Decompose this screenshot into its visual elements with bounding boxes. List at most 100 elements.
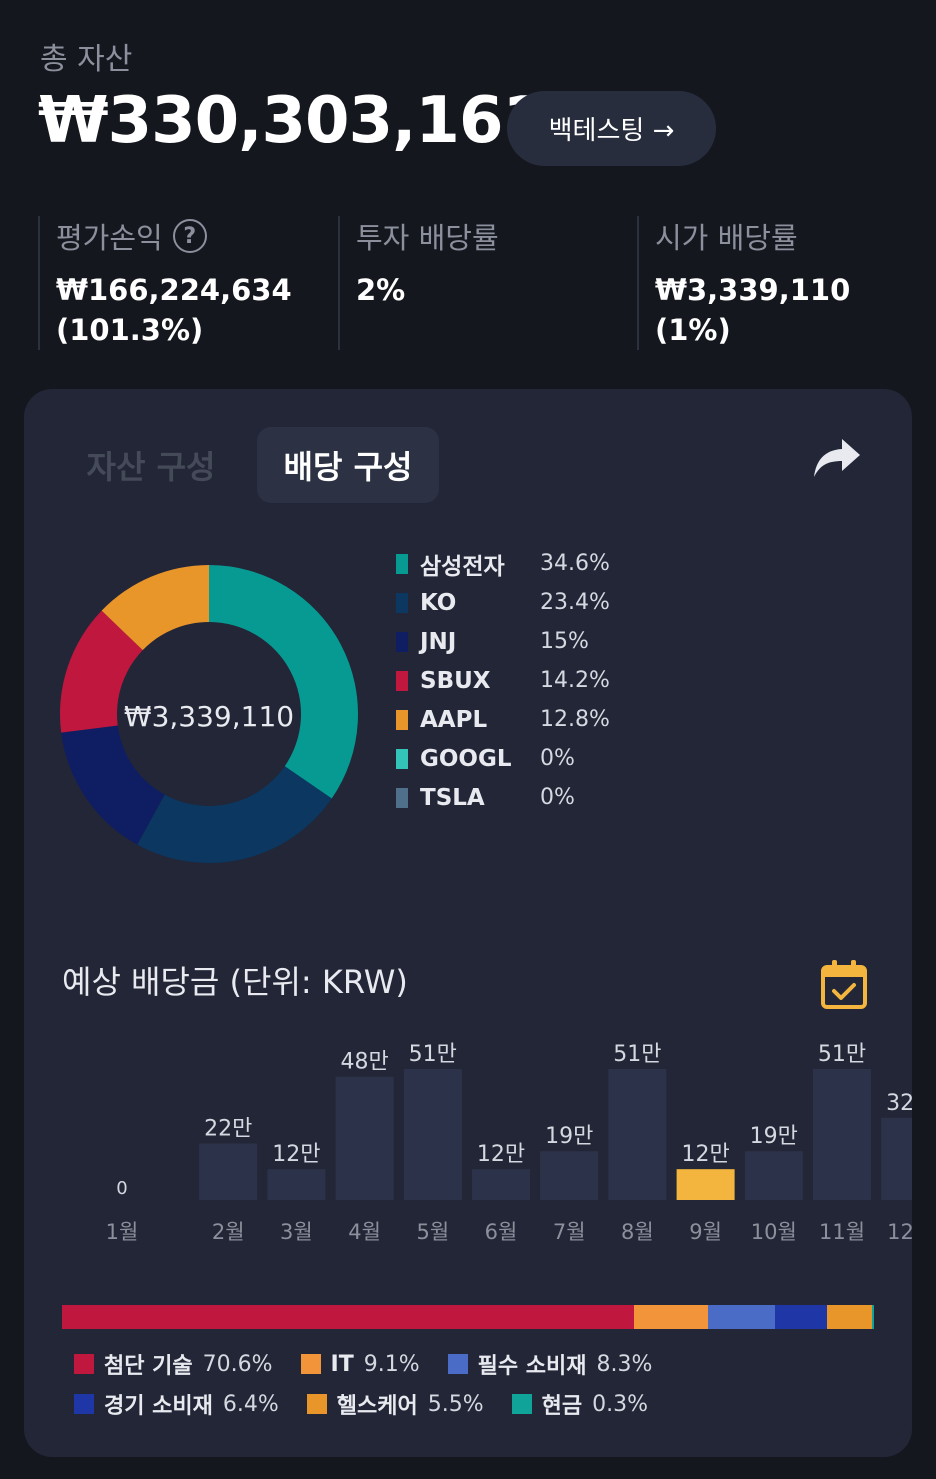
donut-center-label: ₩3,339,110 xyxy=(124,700,294,733)
donut-slice xyxy=(209,565,359,799)
sector-legend-item: 필수 소비재 8.3% xyxy=(447,1348,653,1380)
stat-market-yield-label: 시가 배당률 xyxy=(655,221,798,255)
bar-data-label: 12만 xyxy=(272,1142,320,1167)
holdings-legend: 삼성전자 34.6% KO 23.4% JNJ 15% SBUX 14.2% AAPL 12.8%… xyxy=(396,544,610,817)
legend-name: JNJ xyxy=(420,628,457,655)
legend-swatch xyxy=(396,787,408,808)
legend-percent: 12.8% xyxy=(540,707,610,732)
bar-month[interactable] xyxy=(881,1117,912,1200)
sector-segment xyxy=(871,1305,874,1329)
legend-percent: 0% xyxy=(540,785,575,810)
bar-month[interactable] xyxy=(472,1169,530,1200)
month-tick-label: 7월 xyxy=(553,1220,586,1244)
sector-swatch xyxy=(447,1354,468,1374)
sector-percent: 6.4% xyxy=(222,1391,279,1417)
sector-legend-item: 헬스케어 5.5% xyxy=(306,1388,484,1420)
legend-item: AAPL 12.8% xyxy=(396,700,610,739)
month-tick-label: 9월 xyxy=(689,1220,722,1244)
bar-month[interactable] xyxy=(267,1169,326,1200)
legend-item: KO 23.4% xyxy=(396,583,610,622)
bar-month[interactable] xyxy=(608,1069,667,1200)
month-tick-label: 8월 xyxy=(621,1220,654,1244)
bar-data-label: 19만 xyxy=(545,1124,593,1149)
legend-name: 삼성전자 xyxy=(420,553,505,580)
sector-swatch xyxy=(74,1394,94,1414)
legend-percent: 23.4% xyxy=(540,590,610,615)
legend-swatch xyxy=(396,709,408,730)
month-tick-label: 5월 xyxy=(416,1220,449,1244)
legend-percent: 34.6% xyxy=(540,551,610,576)
tab-asset-composition[interactable]: 자산 구성 xyxy=(86,448,216,486)
forecast-bar-chart: 0 1월 22만 2월 12만 3월 48만 4월 51만 5월 12만 6월 19만 7월 51만 8월 12… xyxy=(106,1042,912,1244)
bar-month[interactable] xyxy=(199,1143,258,1200)
legend-swatch xyxy=(396,592,408,613)
bar-month[interactable] xyxy=(403,1069,462,1200)
month-tick-label: 6월 xyxy=(485,1220,518,1244)
legend-swatch xyxy=(396,553,408,574)
bar-month[interactable] xyxy=(676,1169,735,1200)
sector-percent: 0.3% xyxy=(592,1391,649,1417)
share-icon[interactable] xyxy=(812,437,862,481)
bar-month[interactable] xyxy=(335,1076,394,1200)
stat-profit-percent: (101.3%) xyxy=(56,313,204,347)
stat-profit-value: ₩166,224,634 xyxy=(56,273,292,307)
donut-slice xyxy=(137,766,332,863)
sector-percent: 8.3% xyxy=(596,1351,653,1377)
bar-data-label: 51만 xyxy=(613,1042,661,1067)
bar-data-label: 12만 xyxy=(681,1142,729,1167)
bar-data-label: 0 xyxy=(116,1178,127,1199)
month-tick-label: 2월 xyxy=(212,1220,245,1244)
sector-legend: 첨단 기술 70.6% IT 9.1% 필수 소비재 8.3% 경기 소비재 6.4% 헬스케어… xyxy=(74,1344,874,1424)
legend-swatch xyxy=(396,631,408,652)
sector-name: 경기 소비재 xyxy=(104,1394,213,1419)
tab-dividend-composition[interactable]: 배당 구성 xyxy=(257,427,439,503)
legend-item: GOOGL 0% xyxy=(396,739,610,778)
sector-percent: 70.6% xyxy=(202,1351,273,1377)
sector-legend-item: 첨단 기술 70.6% xyxy=(74,1348,273,1380)
donut-slice xyxy=(61,725,165,845)
sector-name: 현금 xyxy=(541,1394,583,1419)
backtest-button[interactable]: 백테스팅 → xyxy=(507,91,716,166)
bar-data-label: 19만 xyxy=(750,1124,798,1149)
legend-name: TSLA xyxy=(420,784,485,811)
legend-swatch xyxy=(396,670,408,691)
legend-percent: 14.2% xyxy=(540,668,610,693)
legend-swatch xyxy=(396,748,408,769)
month-tick-label: 11월 xyxy=(819,1220,865,1244)
donut-slice xyxy=(60,610,143,733)
sector-name: 필수 소비재 xyxy=(477,1354,587,1379)
sector-legend-row: 경기 소비재 6.4% 헬스케어 5.5% 현금 0.3% xyxy=(74,1384,874,1424)
month-tick-label: 12월 xyxy=(887,1220,912,1244)
stat-market-yield-value: ₩3,339,110 (1%) xyxy=(655,273,851,347)
legend-percent: 0% xyxy=(540,746,575,771)
bar-month[interactable] xyxy=(744,1151,803,1200)
sector-percent: 9.1% xyxy=(363,1351,420,1377)
legend-name: GOOGL xyxy=(420,745,512,772)
sector-swatch xyxy=(300,1354,321,1374)
total-asset-label: 총 자산 xyxy=(40,42,133,77)
legend-item: 삼성전자 34.6% xyxy=(396,544,610,583)
legend-name: AAPL xyxy=(420,706,488,733)
legend-item: TSLA 0% xyxy=(396,778,610,817)
stat-investment-yield-value: 2% xyxy=(356,273,406,307)
calendar-check-icon[interactable] xyxy=(820,959,868,1011)
bar-data-label: 51만 xyxy=(409,1042,457,1067)
stat-market-yield: 시가 배당률 ₩3,339,110 (1%) xyxy=(637,216,932,350)
legend-name: SBUX xyxy=(420,667,491,694)
portfolio-card: 자산 구성 배당 구성 ₩3,339,110 삼성전자 34.6% KO 23.4% J… xyxy=(24,389,912,1457)
legend-item: JNJ 15% xyxy=(396,622,610,661)
bar-month[interactable] xyxy=(813,1069,871,1200)
sector-swatch xyxy=(74,1354,94,1374)
sector-name: IT xyxy=(330,1351,354,1377)
help-icon[interactable]: ? xyxy=(172,219,207,253)
sector-legend-item: 경기 소비재 6.4% xyxy=(74,1388,279,1420)
sector-swatch xyxy=(511,1394,532,1414)
sector-stacked-bar xyxy=(62,1305,874,1329)
stat-investment-yield: 투자 배당률 2% xyxy=(338,216,638,350)
bar-month[interactable] xyxy=(540,1151,599,1200)
sector-segment xyxy=(775,1305,827,1329)
legend-item: SBUX 14.2% xyxy=(396,661,610,700)
sector-swatch xyxy=(306,1394,327,1414)
sector-legend-item: 현금 0.3% xyxy=(511,1388,649,1420)
sector-legend-item: IT 9.1% xyxy=(300,1351,420,1377)
